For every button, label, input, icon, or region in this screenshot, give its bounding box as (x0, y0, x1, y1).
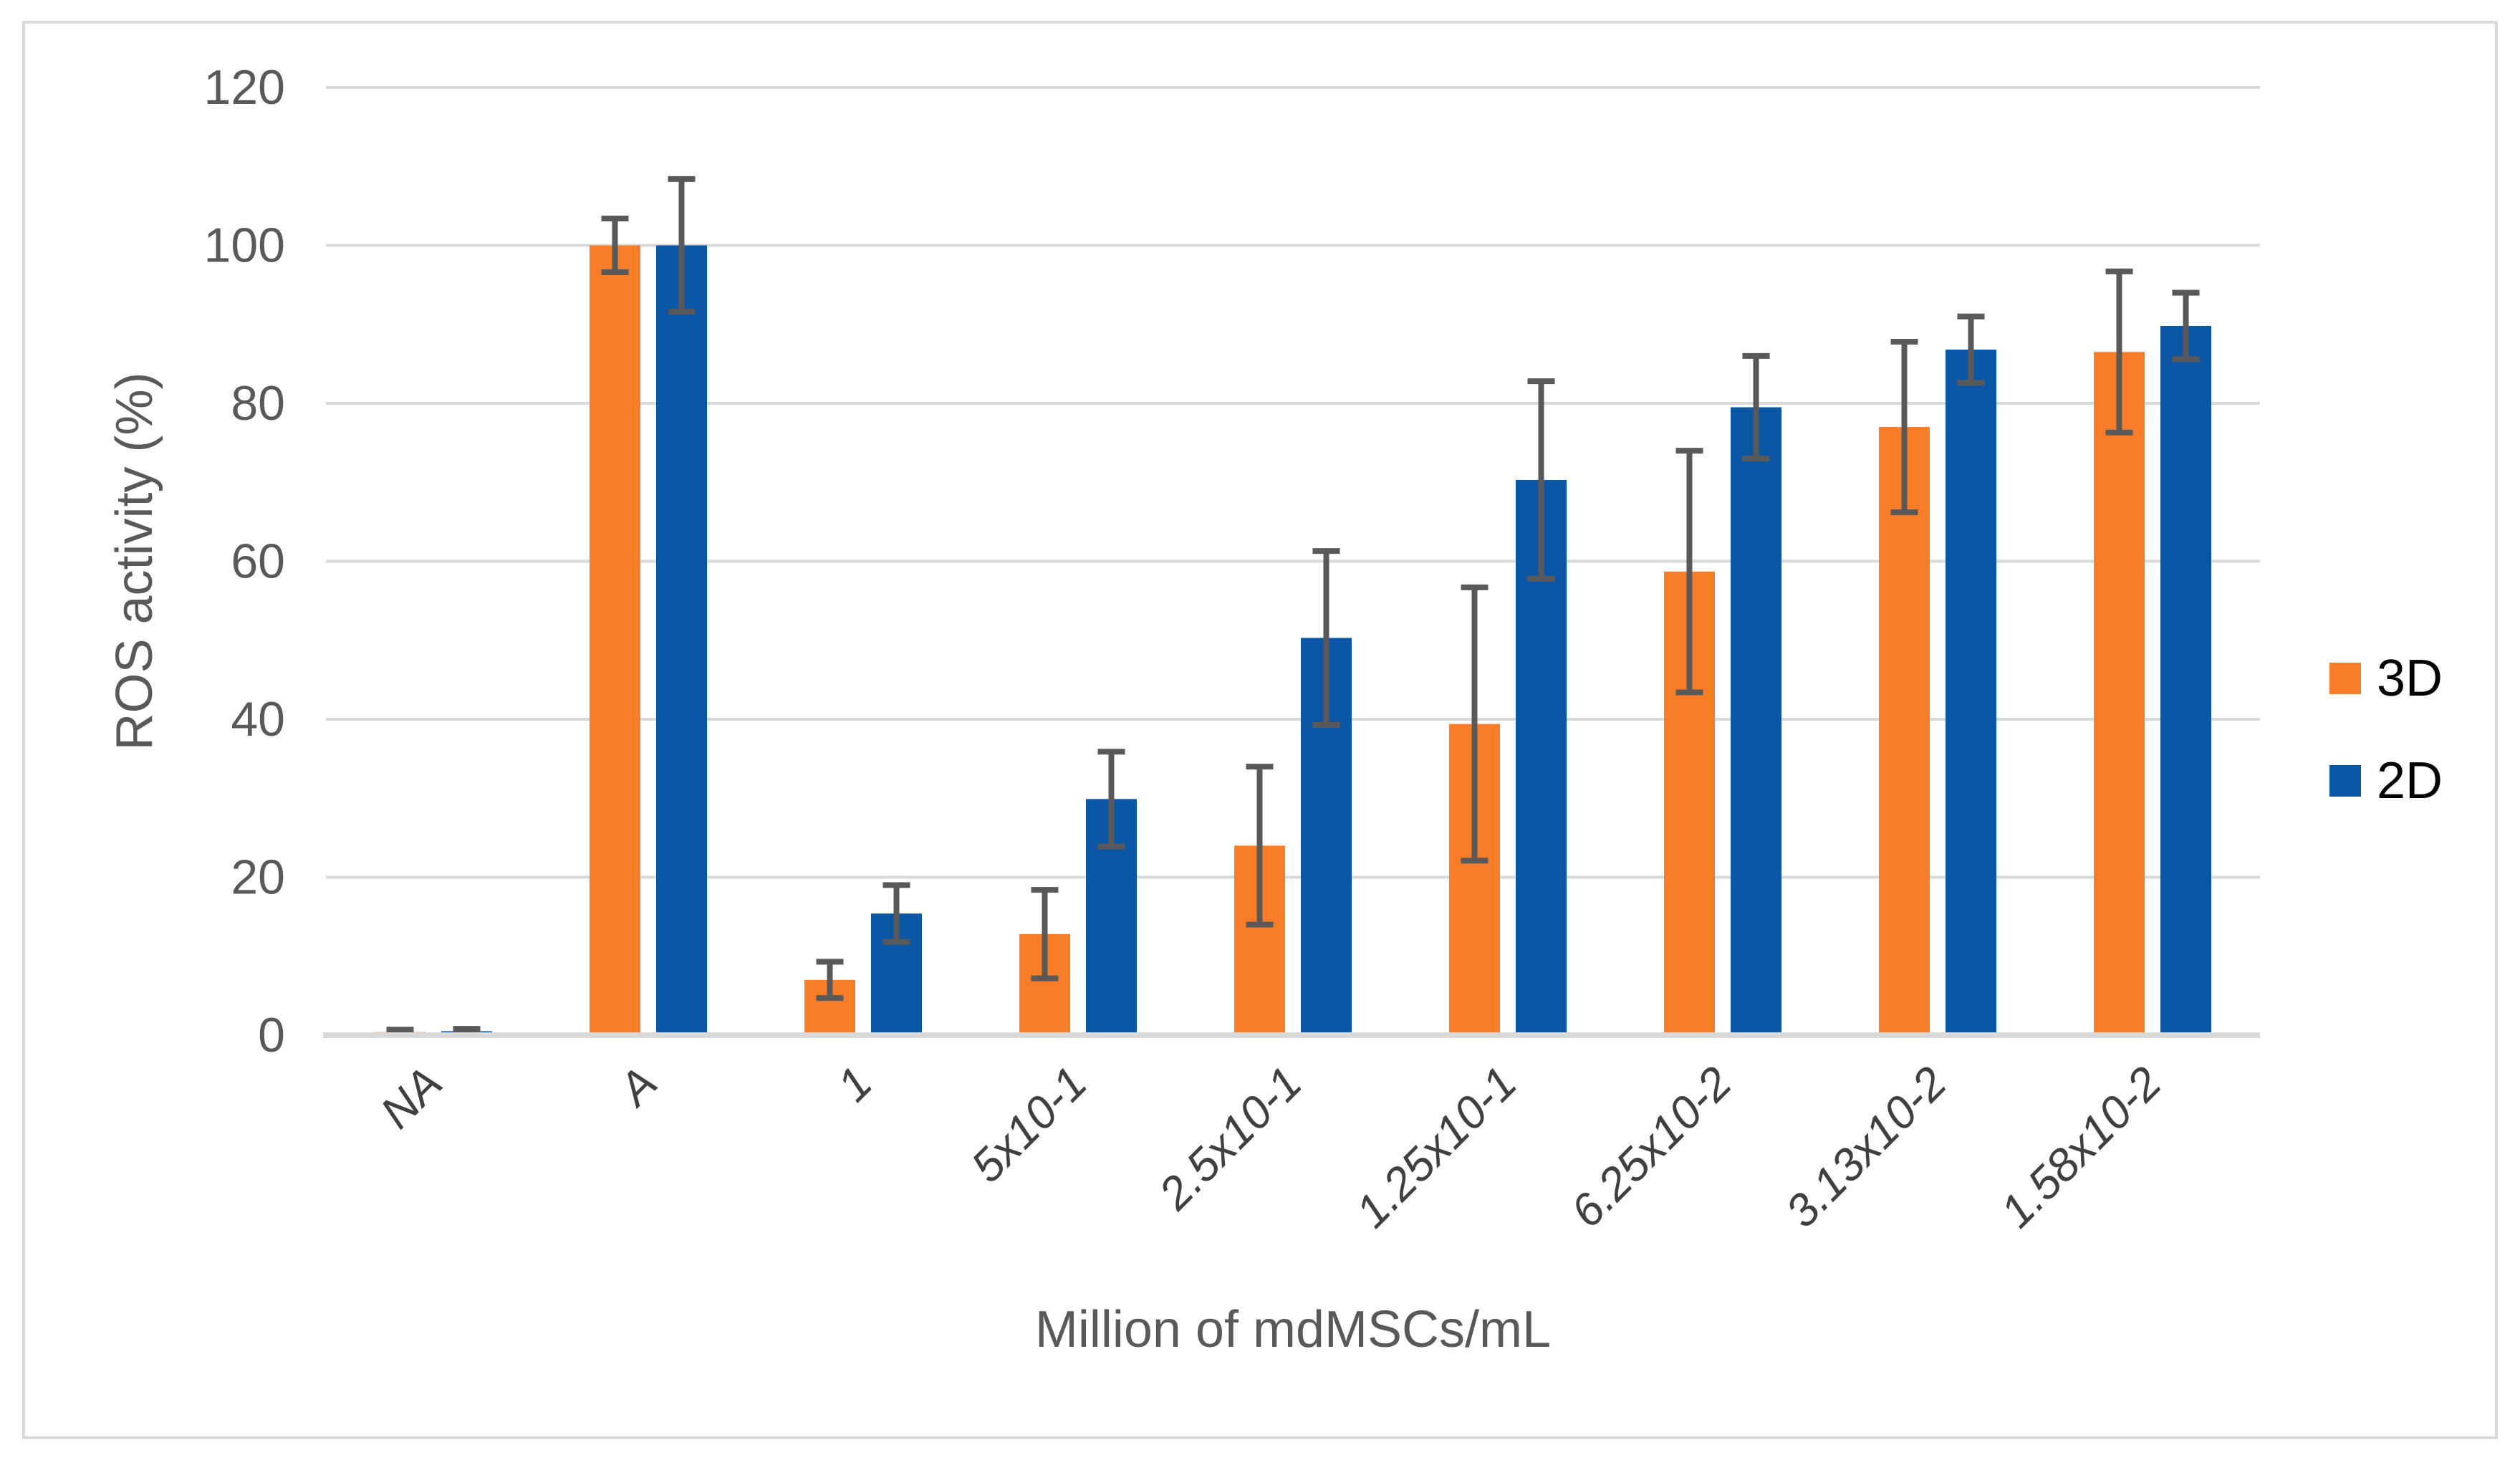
y-tick-label-40: 40 (231, 692, 285, 746)
bar-2D-1.58x10-2 (2160, 325, 2211, 1036)
y-axis-tick-labels: 0 20 40 60 80 100 120 (204, 60, 285, 1062)
y-tick-label-20: 20 (231, 850, 285, 905)
y-tick-label-0: 0 (258, 1008, 285, 1062)
error-bars (386, 176, 2200, 1037)
y-tick-label-100: 100 (204, 218, 285, 273)
chart-border (22, 21, 2498, 1439)
x-axis-title: Million of mdMSCs/mL (1035, 1301, 1551, 1358)
y-tick-label-60: 60 (231, 534, 285, 589)
y-tick-label-120: 120 (204, 60, 285, 115)
bar-3D-A (590, 245, 640, 1035)
bar-2D-6.25x10-2 (1731, 407, 1781, 1035)
bar-2D-A (656, 245, 707, 1035)
bar-2D-3.13x10-2 (1946, 350, 1996, 1035)
y-axis-title: ROS activity (%) (106, 372, 163, 750)
bar-3D-1.58x10-2 (2094, 352, 2145, 1035)
gridlines (326, 86, 2260, 879)
bar-3D-3.13x10-2 (1879, 427, 1930, 1035)
y-tick-label-80: 80 (231, 376, 285, 431)
